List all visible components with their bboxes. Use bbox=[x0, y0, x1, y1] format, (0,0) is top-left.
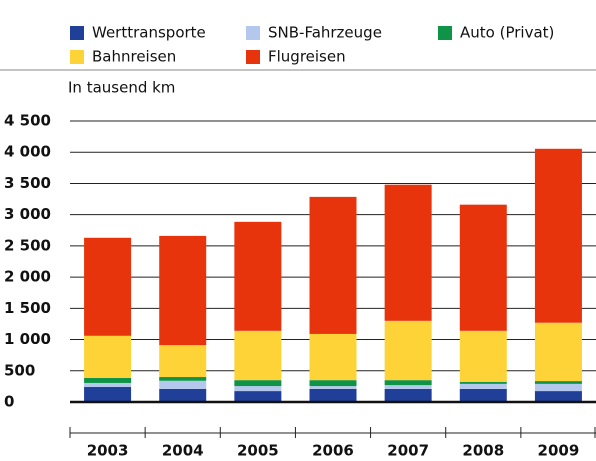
y-tick-label: 4 000 bbox=[4, 143, 51, 161]
y-tick-label: 500 bbox=[4, 361, 35, 379]
legend-swatch bbox=[438, 26, 452, 40]
bar-segment bbox=[159, 380, 207, 389]
y-axis-label: In tausend km bbox=[68, 79, 175, 97]
bar-segment bbox=[384, 388, 432, 402]
x-tick-label: 2003 bbox=[87, 442, 129, 460]
y-tick-label: 2 000 bbox=[4, 268, 51, 286]
bar-segment bbox=[459, 383, 507, 389]
bar-segment bbox=[84, 237, 132, 336]
legend-label: Bahnreisen bbox=[92, 48, 176, 66]
legend-label: Flugreisen bbox=[268, 48, 346, 66]
legend-label: SNB-Fahrzeuge bbox=[268, 24, 382, 42]
y-tick-label: 1 500 bbox=[4, 299, 51, 317]
y-tick-label: 0 bbox=[4, 393, 14, 411]
bar-segment bbox=[234, 386, 282, 392]
x-tick-label: 2004 bbox=[162, 442, 204, 460]
bar-segment bbox=[159, 388, 207, 402]
bar-segment bbox=[309, 386, 357, 389]
bar-segment bbox=[459, 388, 507, 402]
legend-label: Auto (Privat) bbox=[460, 24, 554, 42]
bar-segment bbox=[534, 383, 582, 392]
bar-segment bbox=[384, 385, 432, 389]
legend-swatch bbox=[70, 26, 84, 40]
bar-segment bbox=[384, 380, 432, 386]
bar-segment bbox=[234, 391, 282, 402]
bar-segment bbox=[159, 377, 207, 381]
y-tick-label: 4 500 bbox=[4, 112, 51, 130]
bar-segment bbox=[159, 345, 207, 378]
legend-swatch bbox=[246, 26, 260, 40]
legend-swatch bbox=[246, 50, 260, 64]
legend-swatch bbox=[70, 50, 84, 64]
bar-segment bbox=[84, 382, 132, 388]
y-tick-label: 3 500 bbox=[4, 174, 51, 192]
bar-segment bbox=[459, 204, 507, 331]
x-tick-label: 2006 bbox=[312, 442, 354, 460]
bar-segment bbox=[384, 184, 432, 321]
y-tick-label: 1 000 bbox=[4, 330, 51, 348]
bar-segment bbox=[459, 382, 507, 384]
bar-segment bbox=[309, 333, 357, 381]
bar-segment bbox=[534, 322, 582, 382]
bar-segment bbox=[534, 148, 582, 323]
bar-segment bbox=[234, 380, 282, 387]
bar-segment bbox=[534, 391, 582, 402]
x-tick-label: 2005 bbox=[237, 442, 279, 460]
bar-segment bbox=[384, 320, 432, 381]
bar-segment bbox=[84, 387, 132, 402]
bar-segment bbox=[234, 221, 282, 331]
legend-label: Werttransporte bbox=[92, 24, 206, 42]
bar-segment bbox=[534, 381, 582, 384]
x-tick-label: 2009 bbox=[538, 442, 580, 460]
bar-segment bbox=[84, 335, 132, 378]
bar-segment bbox=[309, 388, 357, 402]
bar-segment bbox=[234, 330, 282, 381]
bar-segment bbox=[459, 330, 507, 383]
bar-segment bbox=[84, 377, 132, 383]
x-tick-label: 2008 bbox=[462, 442, 504, 460]
bar-segment bbox=[159, 235, 207, 346]
bar-segment bbox=[309, 380, 357, 387]
y-tick-label: 2 500 bbox=[4, 236, 51, 254]
bar-segment bbox=[309, 196, 357, 334]
y-tick-label: 3 000 bbox=[4, 205, 51, 223]
x-tick-label: 2007 bbox=[387, 442, 429, 460]
